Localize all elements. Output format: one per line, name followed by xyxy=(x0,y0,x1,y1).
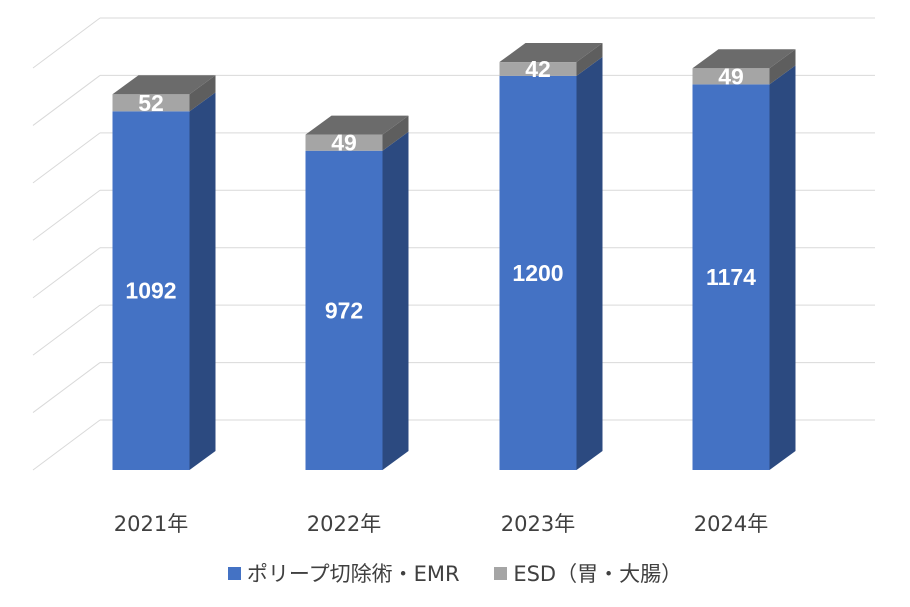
legend-item-esd: ESD（胃・大腸） xyxy=(494,558,682,588)
data-labels: 1092 52 972 49 1200 42 1174 49 xyxy=(125,56,756,323)
bar-emr-front xyxy=(112,111,190,470)
bar-esd-top xyxy=(499,43,603,63)
bar-esd-front xyxy=(692,68,770,85)
gridline-depth xyxy=(32,75,101,126)
bar-emr-front xyxy=(692,84,770,470)
data-label-esd: 52 xyxy=(138,90,164,116)
bar-esd-top xyxy=(692,49,796,69)
legend-swatch-esd xyxy=(494,566,508,580)
bar-esd-front xyxy=(305,134,383,151)
bar-esd-front xyxy=(499,62,577,76)
bar-emr-side xyxy=(189,92,216,470)
x-tick-label: 2022年 xyxy=(307,512,381,536)
data-label-esd: 49 xyxy=(718,63,744,89)
legend-item-emr: ポリープ切除術・EMR xyxy=(227,558,460,588)
gridline-depth xyxy=(32,362,101,413)
bar-esd-top xyxy=(305,115,409,135)
bar-esd-side xyxy=(576,43,603,76)
gridline-depth xyxy=(32,132,101,184)
bar-esd-top xyxy=(112,75,216,95)
legend: ポリープ切除術・EMR ESD（胃・大腸） xyxy=(0,558,910,588)
bar-esd-side xyxy=(382,115,409,151)
gridline-depth xyxy=(32,247,101,299)
data-label-emr: 1200 xyxy=(512,260,563,286)
gridline-depth xyxy=(32,419,101,471)
bar-emr-side xyxy=(576,56,603,470)
x-tick-label: 2021年 xyxy=(114,512,188,536)
data-label-emr: 1092 xyxy=(125,278,176,304)
data-label-emr: 1174 xyxy=(706,264,756,290)
bar-emr-side xyxy=(769,65,796,470)
bar-emr-front xyxy=(499,75,577,470)
legend-swatch-emr xyxy=(227,566,241,580)
x-axis-tick-labels: 2021年 2022年 2023年 2024年 xyxy=(114,512,768,536)
gridline-depth xyxy=(32,17,101,69)
x-tick-label: 2023年 xyxy=(501,512,575,536)
bar-esd-side xyxy=(189,75,216,112)
bar-emr-front xyxy=(305,150,383,470)
bar-emr-side xyxy=(382,131,409,470)
data-label-esd: 42 xyxy=(525,56,551,82)
gridline-depth xyxy=(32,189,101,241)
x-tick-label: 2024年 xyxy=(694,512,768,536)
data-label-emr: 972 xyxy=(325,297,363,323)
bar-esd-side xyxy=(769,49,796,85)
gridline-depth xyxy=(32,304,101,356)
data-label-esd: 49 xyxy=(331,130,357,156)
bar-esd-front xyxy=(112,94,190,112)
legend-label-emr: ポリープ切除術・EMR xyxy=(246,562,460,586)
legend-label-esd: ESD（胃・大腸） xyxy=(513,562,683,586)
bars xyxy=(112,43,796,470)
